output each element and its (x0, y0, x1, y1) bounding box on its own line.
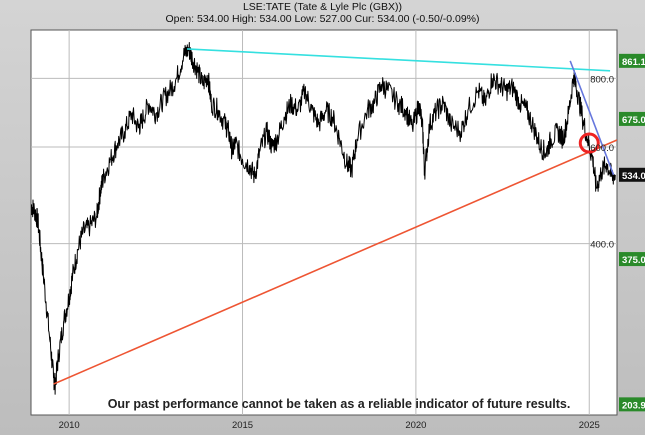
trendlines (53, 48, 617, 385)
axis-ticks: 2010 2015 2020 2025 400.0 600.0 800.0 (59, 74, 614, 431)
highlight-circle (578, 132, 600, 154)
disclaimer-annotation: Our past performance cannot be taken as … (108, 397, 571, 411)
x-tick-label-2: 2020 (405, 420, 426, 431)
y-tick-label-0: 400.0 (590, 240, 614, 251)
price-label-1: 675.0 (622, 115, 645, 126)
x-tick-label-1: 2015 (232, 420, 253, 431)
lower-trendline (53, 139, 617, 385)
upper-trendline (186, 48, 611, 72)
price-label-box-0 (619, 53, 645, 68)
price-labels: 861.1 675.0 534.0 375.0 203.9 (619, 53, 645, 412)
ohlc-readout: Open: 534.00 High: 534.00 Low: 527.00 Cu… (165, 13, 480, 25)
y-tick-label-2: 800.0 (590, 74, 614, 85)
downtrend-line (569, 60, 615, 176)
price-label-box-4 (619, 397, 645, 412)
y-tick-label-1: 600.0 (590, 143, 614, 154)
price-label-2: 534.0 (622, 171, 645, 182)
price-label-4: 203.9 (622, 400, 645, 411)
chart-title: LSE:TATE (Tate & Lyle Plc (GBX)) (242, 1, 403, 13)
price-label-0: 861.1 (622, 57, 645, 68)
grid (31, 30, 617, 415)
price-label-box-3 (619, 252, 645, 267)
x-tick-label-3: 2025 (579, 420, 600, 431)
marker-layer (578, 132, 600, 154)
plot-area (30, 29, 618, 416)
price-label-3: 375.0 (622, 255, 645, 266)
price-label-box-2 (619, 167, 645, 182)
series-layer (31, 42, 616, 395)
price-label-box-1 (619, 111, 645, 126)
x-tick-label-0: 2010 (59, 420, 80, 431)
price-series-line (31, 42, 616, 395)
